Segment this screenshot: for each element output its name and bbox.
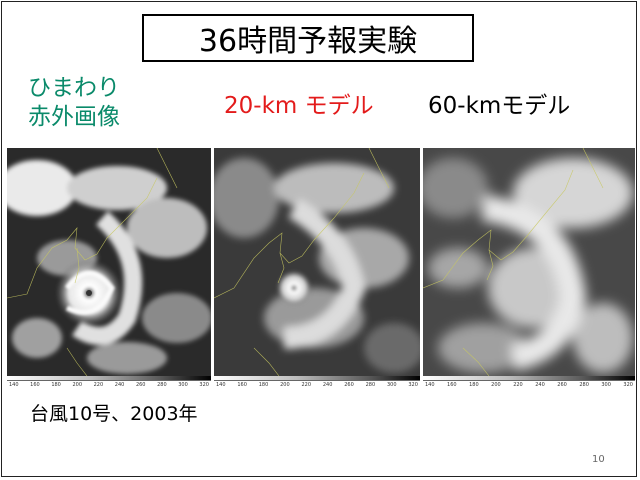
scale-tick: 220 [301,382,312,388]
scale-tick: 220 [513,382,523,388]
himawari-ir-image [7,148,211,376]
scale-tick: 180 [51,382,61,388]
scale-tick: 320 [408,382,418,388]
caption: 台風10号、2003年 [30,403,198,425]
scale-tick: 300 [178,382,188,388]
scale-bar-3 [423,376,635,381]
label-20km-model: 20-km モデル [224,93,374,119]
label-himawari: ひまわり 赤外画像 [28,74,120,132]
scale-tick: 300 [387,382,397,388]
scale-tick: 260 [135,382,146,388]
scale-ticks-2: 140 160 180 200 220 240 260 280 300 320 [216,382,418,390]
scale-tick: 200 [491,382,501,388]
scale-tick: 240 [535,382,545,388]
slide-title: 36時間予報実験 [142,14,474,62]
temperature-scale-3: 140 160 180 200 220 240 260 280 300 320 [423,376,635,390]
scale-tick: 260 [344,382,354,388]
model-60km-image [423,148,635,376]
scale-tick: 200 [72,382,83,388]
temperature-scale-2: 140 160 180 200 220 240 260 280 300 320 [214,376,420,390]
scale-tick: 320 [623,382,633,388]
page-number: 10 [592,454,605,465]
scale-tick: 300 [601,382,611,388]
label-60km-model: 60-kmモデル [428,93,571,119]
scale-tick: 240 [322,382,333,388]
scale-ticks-1: 140 160 180 200 220 240 260 280 300 320 [9,382,209,390]
scale-tick: 160 [237,382,247,388]
scale-tick: 180 [258,382,269,388]
scale-tick: 140 [9,382,19,388]
scale-tick: 280 [579,382,589,388]
scale-tick: 220 [93,382,104,388]
label-himawari-line1: ひまわり [28,75,120,101]
scale-tick: 320 [199,382,209,388]
scale-bar-1 [7,376,211,381]
scale-tick: 280 [365,382,376,388]
scale-tick: 160 [30,382,40,388]
scale-tick: 140 [216,382,226,388]
model-20km-image [214,148,420,376]
scale-tick: 140 [425,382,435,388]
scale-tick: 240 [114,382,125,388]
scale-tick: 280 [157,382,167,388]
scale-tick: 260 [557,382,567,388]
scale-tick: 200 [280,382,290,388]
scale-tick: 160 [447,382,457,388]
scale-bar-2 [214,376,420,381]
label-himawari-line2: 赤外画像 [28,104,120,130]
temperature-scale-1: 140 160 180 200 220 240 260 280 300 320 [7,376,211,390]
scale-ticks-3: 140 160 180 200 220 240 260 280 300 320 [425,382,633,390]
scale-tick: 180 [469,382,479,388]
